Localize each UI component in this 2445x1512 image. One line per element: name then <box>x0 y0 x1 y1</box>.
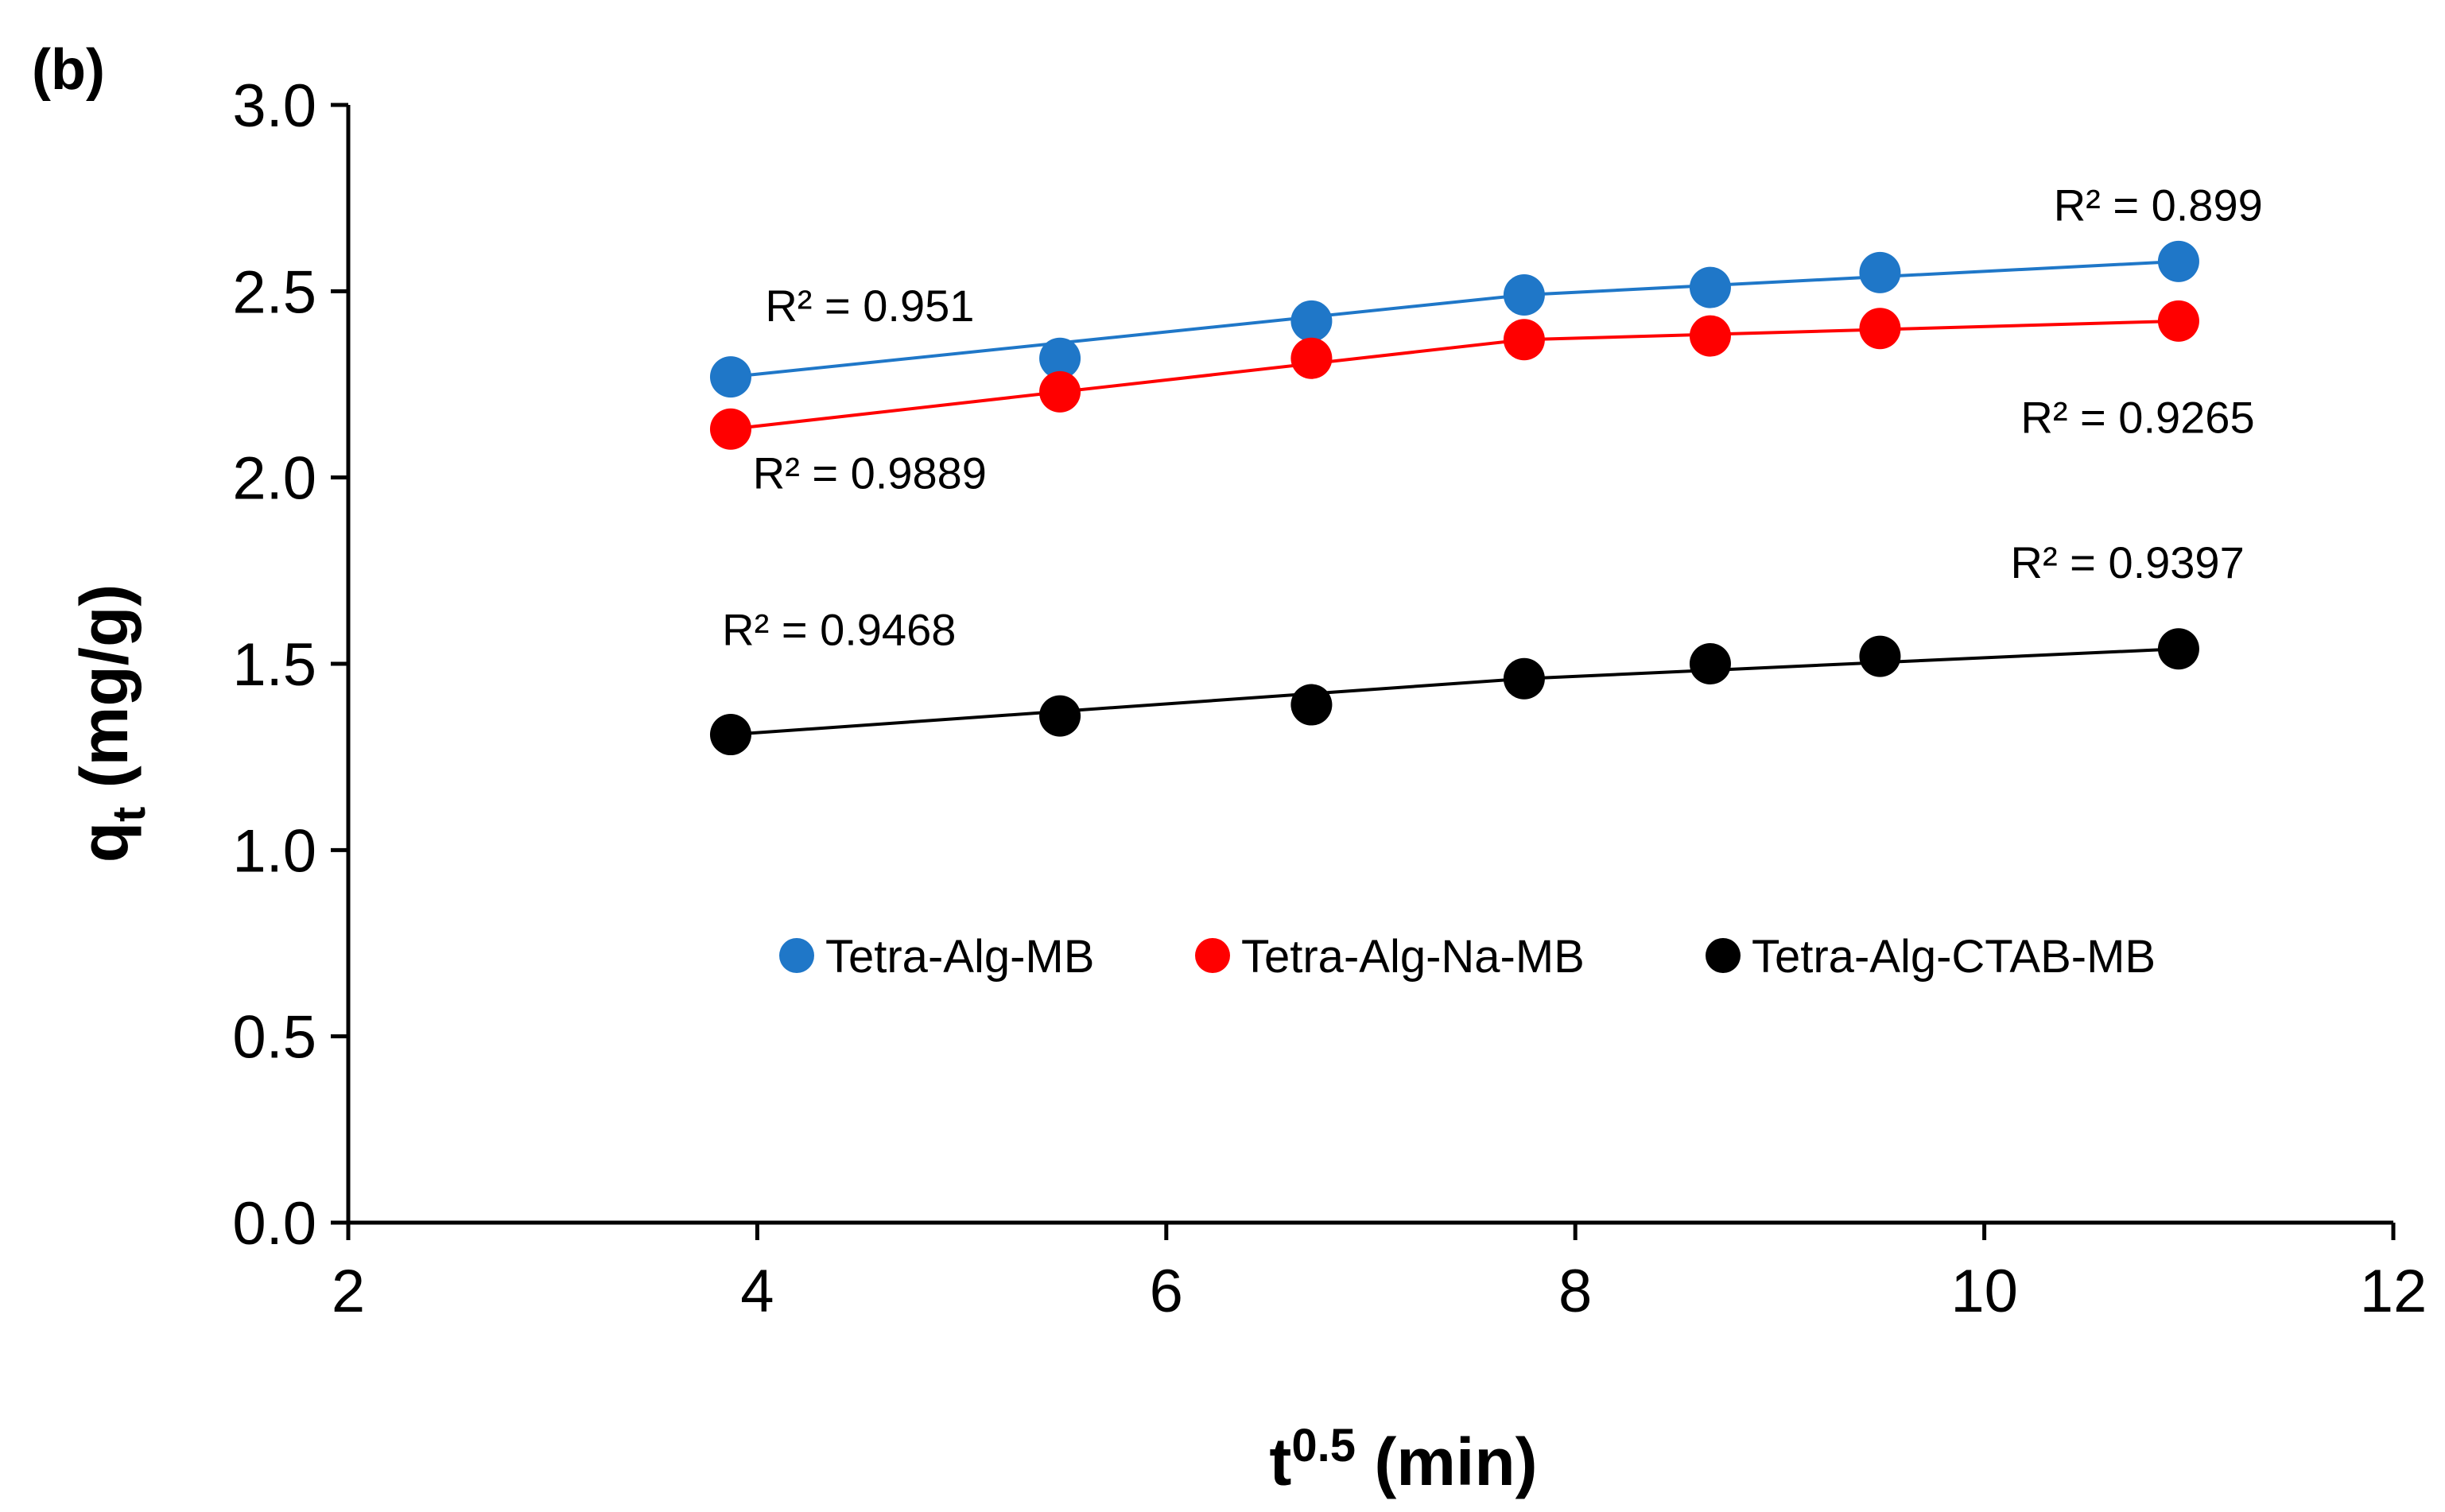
trendline <box>1523 259 2179 297</box>
data-point <box>1290 684 1333 726</box>
data-point <box>2157 240 2199 282</box>
legend-marker <box>1195 938 1230 973</box>
legend-label: Tetra-Alg-MB <box>825 931 1094 983</box>
y-tick-label: 2.5 <box>232 258 316 326</box>
y-tick-label: 3.0 <box>232 72 316 140</box>
data-point <box>709 714 751 756</box>
data-point <box>1039 695 1081 737</box>
r2-label: R² = 0.9889 <box>753 448 987 498</box>
data-point <box>1689 643 1731 684</box>
legend-item: Tetra-Alg-CTAB-MB <box>1706 931 2156 983</box>
y-axis-title-main: q <box>67 822 142 863</box>
x-tick-label: 10 <box>1950 1258 2018 1325</box>
data-point <box>1039 370 1081 413</box>
y-tick-label: 1.0 <box>232 817 316 885</box>
data-point <box>709 408 751 450</box>
series-layer <box>709 240 2199 756</box>
data-point <box>1503 657 1545 700</box>
trendline <box>1523 647 2179 680</box>
data-point <box>2157 628 2199 670</box>
data-point <box>1290 300 1333 342</box>
data-point <box>709 356 751 398</box>
trendline <box>730 293 1525 379</box>
y-tick-label: 0.5 <box>232 1004 316 1072</box>
x-tick-label: 2 <box>332 1258 365 1325</box>
data-point <box>1859 635 1901 677</box>
y-tick-label: 1.5 <box>232 631 316 699</box>
series-1 <box>709 240 2199 398</box>
y-axis-title-rest: (mg/g) <box>67 584 142 807</box>
r2-annotations: R² = 0.951 R² = 0.899 R² = 0.9889 R² = 0.92… <box>722 180 2263 654</box>
x-axis-title-rest: (min) <box>1356 1425 1538 1499</box>
data-point <box>1859 251 1901 293</box>
data-point <box>1290 337 1333 379</box>
legend-marker <box>779 938 814 973</box>
legend-item: Tetra-Alg-MB <box>779 931 1094 983</box>
r2-label: R² = 0.9265 <box>2020 392 2254 442</box>
data-point <box>1689 315 1731 357</box>
x-tick-label: 12 <box>2360 1258 2428 1325</box>
r2-label: R² = 0.9397 <box>2011 537 2245 587</box>
data-point <box>1039 337 1081 379</box>
x-tick-label: 8 <box>1558 1258 1592 1325</box>
trendline <box>1523 319 2179 342</box>
panel-label: (b) <box>32 38 105 102</box>
y-axis-title-sub: t <box>103 807 155 822</box>
y-tick-label: 2.0 <box>232 445 316 513</box>
trendline <box>730 677 1525 737</box>
r2-label: R² = 0.9468 <box>722 605 956 655</box>
r2-label: R² = 0.899 <box>2054 180 2263 230</box>
legend-marker <box>1706 938 1741 973</box>
y-axis-title: qt (mg/g) <box>67 584 155 863</box>
data-point <box>1689 266 1731 308</box>
series-3 <box>709 628 2199 756</box>
data-point <box>1503 274 1545 316</box>
data-point <box>1859 308 1901 350</box>
y-ticks: 0.0 0.5 1.0 1.5 2.0 2.5 3.0 <box>232 72 348 1258</box>
legend-item: Tetra-Alg-Na-MB <box>1195 931 1585 983</box>
data-point <box>1503 319 1545 361</box>
trendline <box>730 338 1525 431</box>
x-tick-label: 4 <box>740 1258 774 1325</box>
x-ticks: 2 4 6 8 10 12 <box>332 1223 2427 1325</box>
x-axis-title-sup: 0.5 <box>1291 1420 1356 1471</box>
axes <box>346 105 2393 1225</box>
x-axis-title: t0.5 (min) <box>1269 1420 1537 1499</box>
series-2 <box>709 300 2199 450</box>
data-point <box>2157 300 2199 342</box>
y-tick-label: 0.0 <box>232 1190 316 1258</box>
legend-label: Tetra-Alg-CTAB-MB <box>1752 931 2156 983</box>
x-tick-label: 6 <box>1150 1258 1183 1325</box>
legend-label: Tetra-Alg-Na-MB <box>1241 931 1585 983</box>
x-axis-title-main: t <box>1269 1425 1291 1499</box>
r2-label: R² = 0.951 <box>765 281 974 331</box>
legend: Tetra-Alg-MB Tetra-Alg-Na-MB Tetra-Alg-CTA… <box>779 931 2156 983</box>
